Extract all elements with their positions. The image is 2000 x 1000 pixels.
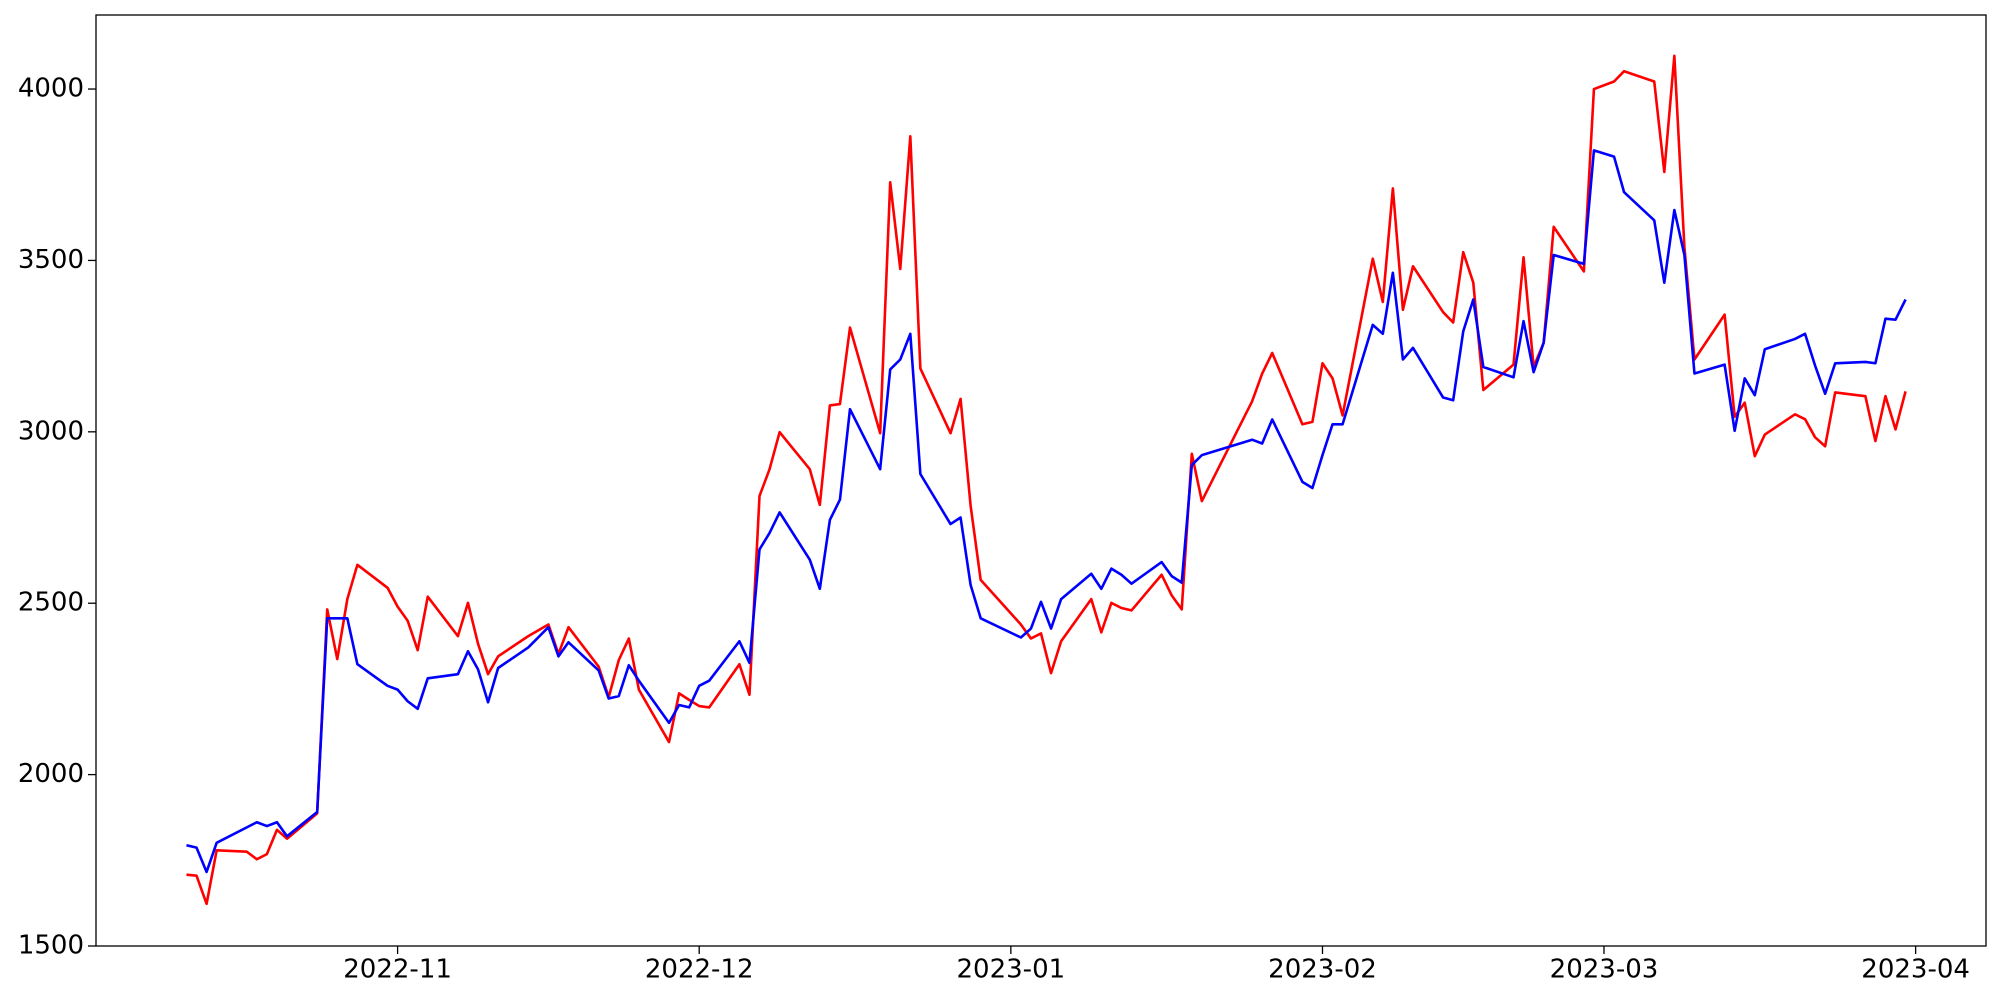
plot-frame xyxy=(95,14,1987,947)
y-tick-label: 2000 xyxy=(18,759,84,789)
x-tick-label: 2023-01 xyxy=(957,955,1066,985)
x-tick-label: 2023-02 xyxy=(1268,955,1377,985)
y-tick-label: 1500 xyxy=(18,931,84,961)
y-tick-label: 4000 xyxy=(18,74,84,104)
x-tick-label: 2023-03 xyxy=(1550,955,1659,985)
x-tick-label: 2022-12 xyxy=(645,955,754,985)
x-tick-label: 2023-04 xyxy=(1861,955,1970,985)
y-tick-label: 2500 xyxy=(18,588,84,618)
line-series xyxy=(186,149,1907,874)
line-series xyxy=(186,54,1907,906)
x-tick-label: 2022-11 xyxy=(343,955,452,985)
y-tick-label: 3000 xyxy=(18,416,84,446)
y-tick-label: 3500 xyxy=(18,245,84,275)
